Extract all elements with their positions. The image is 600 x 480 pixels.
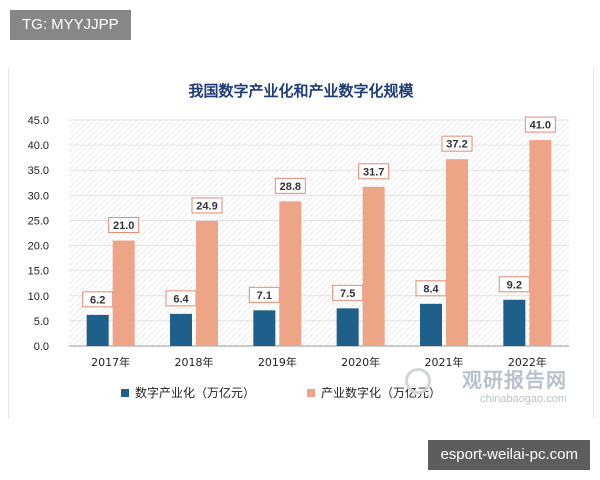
watermark-logo-icon xyxy=(405,368,431,394)
data-label-box xyxy=(191,197,223,214)
x-tick-label: 2021年 xyxy=(425,355,464,369)
y-tick-label: 40.0 xyxy=(28,140,49,152)
bar-industrial-digitalization xyxy=(279,201,302,346)
bar-digital-industrialization xyxy=(86,314,109,346)
bar-digital-industrialization xyxy=(170,313,192,346)
data-label: 7.1 xyxy=(257,290,272,302)
data-label-box xyxy=(441,135,473,152)
legend-swatch xyxy=(121,389,129,397)
site-label: esport-weilai-pc.com xyxy=(428,440,590,470)
data-label-box xyxy=(248,286,280,303)
gridlines xyxy=(69,119,569,347)
data-label: 21.0 xyxy=(113,220,134,232)
y-tick-label: 45.0 xyxy=(28,115,49,127)
x-tick-label: 2022年 xyxy=(508,355,547,369)
legend-label: 数字产业化（万亿元） xyxy=(135,385,255,400)
data-label-box xyxy=(108,217,140,234)
bar-industrial-digitalization xyxy=(446,159,468,346)
tag-label: TG: MYYJJPP xyxy=(10,10,131,40)
x-tick-label: 2019年 xyxy=(258,355,297,369)
chart-title: 我国数字产业化和产业数字化规模 xyxy=(188,82,414,100)
bar-industrial-digitalization xyxy=(362,186,385,346)
chart-panel: 我国数字产业化和产业数字化规模 0.0 5.0 10.0 15.0 20.0 25.0 30… xyxy=(8,68,594,418)
data-label: 37.2 xyxy=(446,139,467,151)
data-label-box xyxy=(358,163,390,180)
data-label-box xyxy=(524,116,556,133)
y-tick-label: 15.0 xyxy=(28,266,49,278)
x-axis-ticks: 2017年 2018年 2019年 2020年 2021年 2022年 xyxy=(91,355,547,369)
data-label: 41.0 xyxy=(530,120,551,132)
y-tick-label: 5.0 xyxy=(34,316,49,328)
data-label-box xyxy=(274,177,306,194)
bar-digital-industrialization xyxy=(336,308,359,346)
data-label: 31.7 xyxy=(363,166,384,178)
bar-digital-industrialization xyxy=(253,310,276,346)
bar-digital-industrialization xyxy=(503,299,526,346)
data-label: 7.5 xyxy=(340,288,355,300)
bar-industrial-digitalization xyxy=(112,240,135,346)
plot-area xyxy=(69,120,569,346)
y-tick-label: 20.0 xyxy=(28,241,49,253)
watermark: 观研报告网 chinabaogao.com xyxy=(462,364,567,405)
x-tick-label: 2018年 xyxy=(175,355,214,369)
watermark-en: chinabaogao.com xyxy=(480,393,567,405)
data-label: 24.9 xyxy=(196,200,217,212)
bar-chart: 我国数字产业化和产业数字化规模 0.0 5.0 10.0 15.0 20.0 25.0 30… xyxy=(28,82,569,400)
y-tick-label: 0.0 xyxy=(34,341,49,353)
y-tick-label: 10.0 xyxy=(28,291,49,303)
y-tick-label: 30.0 xyxy=(28,190,49,202)
bar-series: 6.2 21.0 6.4 24.9 7.1 28.8 7.5 31.7 8.4 37.2 9.2 41… xyxy=(82,116,556,346)
y-tick-label: 25.0 xyxy=(28,215,49,227)
bar-industrial-digitalization xyxy=(529,140,552,346)
bar-digital-industrialization xyxy=(420,303,442,346)
legend-swatch xyxy=(307,389,315,397)
x-tick-label: 2020年 xyxy=(341,355,380,369)
legend: 数字产业化（万亿元） 产业数字化（万亿元） xyxy=(121,385,441,400)
data-label: 8.4 xyxy=(423,283,439,295)
data-label: 6.2 xyxy=(90,294,105,306)
x-tick-label: 2017年 xyxy=(91,355,130,369)
data-label: 9.2 xyxy=(507,279,522,291)
data-label: 28.8 xyxy=(280,181,301,193)
bar-industrial-digitalization xyxy=(196,220,218,346)
watermark-cn: 观研报告网 xyxy=(462,368,567,392)
y-axis-ticks: 0.0 5.0 10.0 15.0 20.0 25.0 30.0 35.0 40.0 45.0 xyxy=(28,115,49,353)
data-label: 6.4 xyxy=(173,293,189,305)
y-tick-label: 35.0 xyxy=(28,165,49,177)
